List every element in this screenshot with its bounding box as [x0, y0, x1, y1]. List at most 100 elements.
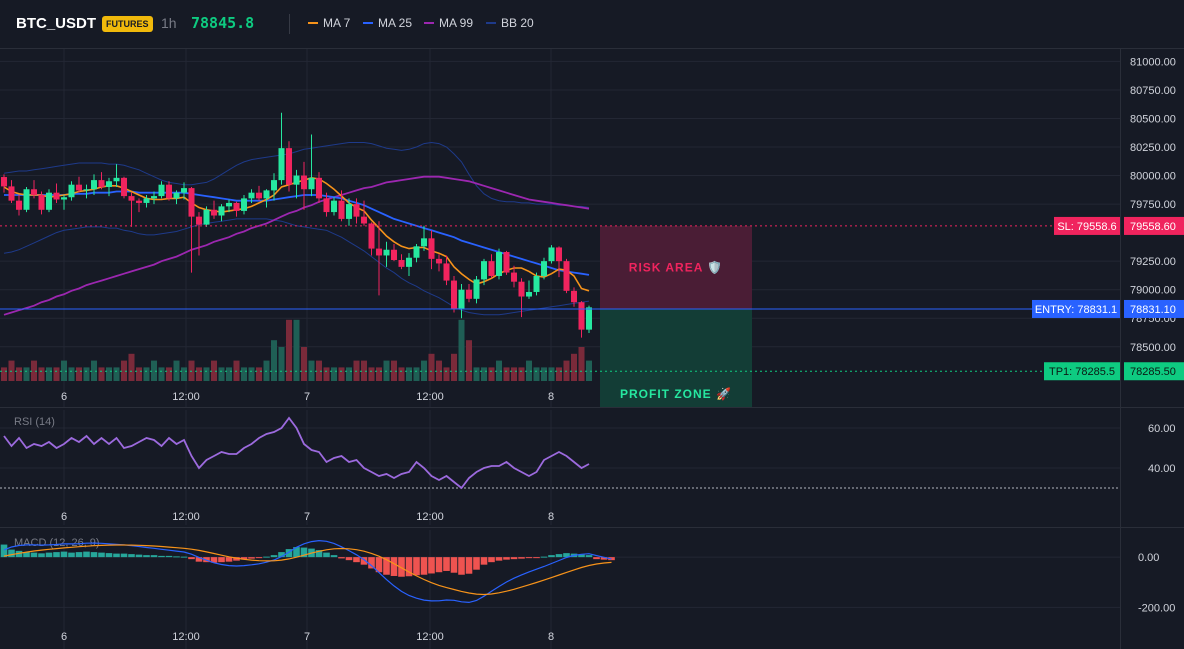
candle-body: [331, 200, 337, 213]
macd-histogram-bar: [75, 552, 83, 558]
last-price: 78845.8: [191, 14, 255, 32]
candle: [218, 204, 225, 222]
candle: [511, 265, 517, 288]
macd-histogram-bar: [518, 557, 525, 559]
macd-histogram-bar: [143, 555, 150, 558]
volume-bars: [1, 319, 592, 381]
volume-bar: [488, 367, 495, 381]
candle: [83, 184, 90, 199]
macd-histogram-bar: [533, 557, 540, 559]
price-tick-label: 78500.00: [1130, 342, 1176, 354]
time-tick-label: 8: [548, 511, 554, 523]
time-tick-label: 6: [61, 391, 67, 403]
macd-histogram-bar: [503, 557, 510, 560]
pane-divider: [0, 407, 1184, 408]
macd-histogram-bar: [38, 553, 45, 558]
candle-body: [203, 209, 210, 225]
candle: [106, 177, 112, 197]
candle: [503, 250, 510, 275]
time-tick-label: 6: [61, 631, 67, 643]
candle-body: [533, 275, 540, 292]
take-profit-axis-label: 78285.50: [1130, 366, 1176, 378]
legend-ma99[interactable]: MA 99: [424, 16, 473, 30]
macd-histogram-bar: [60, 551, 68, 558]
macd-histogram-bar: [525, 557, 533, 559]
candle: [346, 198, 352, 226]
candle-body: [518, 281, 525, 297]
macd-histogram-bar: [323, 552, 330, 558]
price-tick-label: 80500.00: [1130, 113, 1176, 125]
candle: [481, 258, 487, 286]
volume-bar: [548, 367, 555, 381]
candle: [143, 194, 150, 208]
macd-histogram-bar: [83, 551, 90, 558]
candle: [556, 246, 562, 278]
risk-zone: [600, 225, 752, 309]
volume-bar: [31, 360, 37, 381]
macd-histogram-bar: [473, 557, 480, 570]
candle: [233, 201, 240, 217]
macd-histogram-bar: [158, 555, 165, 558]
candle-body: [586, 307, 592, 330]
ma99-swatch: [424, 21, 434, 24]
candle: [578, 301, 585, 338]
candle: [421, 225, 427, 251]
candle-body: [121, 177, 127, 197]
candle-body: [323, 198, 330, 213]
macd-histogram-bar: [300, 547, 308, 558]
volume-bar: [361, 360, 367, 381]
macd-histogram-bar: [30, 552, 38, 558]
candle-body: [458, 289, 465, 310]
macd-histogram-bar: [23, 552, 30, 558]
entry-tag-label: ENTRY: 78831.1: [1035, 304, 1117, 316]
volume-bar: [16, 367, 22, 381]
candle: [128, 192, 135, 227]
candle: [196, 212, 202, 256]
volume-bar: [503, 367, 510, 381]
candle: [16, 194, 22, 216]
stop-loss-tag: [1054, 216, 1120, 235]
legend-bb20[interactable]: BB 20: [486, 16, 534, 30]
macd-histogram-bar: [248, 557, 255, 559]
candle: [226, 199, 232, 213]
macd-histogram-bar: [338, 557, 345, 559]
candle: [211, 200, 217, 219]
candle: [466, 283, 472, 303]
volume-bar: [481, 367, 487, 381]
volume-bar: [38, 367, 45, 381]
macd-histogram-bar: [458, 557, 465, 575]
candle: [496, 248, 502, 280]
volume-bar: [286, 319, 292, 381]
volume-bar: [256, 367, 262, 381]
candle: [98, 172, 105, 190]
macd-histogram-bar: [128, 554, 135, 558]
candle-body: [361, 216, 367, 224]
candle: [571, 287, 577, 307]
candle: [458, 283, 465, 319]
candle-body: [16, 200, 22, 210]
macd-histogram-bar: [150, 555, 158, 558]
time-tick-label: 12:00: [172, 631, 200, 643]
volume-bar: [586, 360, 592, 381]
rsi-tick-label: 40.00: [1148, 463, 1176, 475]
candle-body: [263, 190, 270, 199]
legend-ma7[interactable]: MA 7: [308, 16, 350, 30]
candle-body: [398, 260, 405, 267]
legend-ma25[interactable]: MA 25: [363, 16, 412, 30]
chart-background: [0, 49, 1184, 649]
symbol-label[interactable]: BTC_USDT: [16, 15, 97, 32]
macd-histogram-bar: [510, 557, 518, 560]
profit-zone-label: PROFIT ZONE 🚀: [620, 387, 732, 401]
time-axis: 6 12:00 7 12:00 8: [61, 391, 554, 403]
rsi-tick-label: 60.00: [1148, 423, 1176, 435]
ma7-swatch: [308, 21, 318, 24]
macd-histogram-bar: [285, 549, 293, 558]
macd-histogram-bar: [113, 553, 120, 558]
timeframe-label[interactable]: 1h: [161, 15, 177, 31]
candle-body: [136, 200, 142, 203]
candle-body: [226, 202, 232, 207]
macd-histogram-bar: [585, 555, 593, 558]
volume-bar: [211, 360, 217, 381]
candle: [293, 169, 300, 199]
